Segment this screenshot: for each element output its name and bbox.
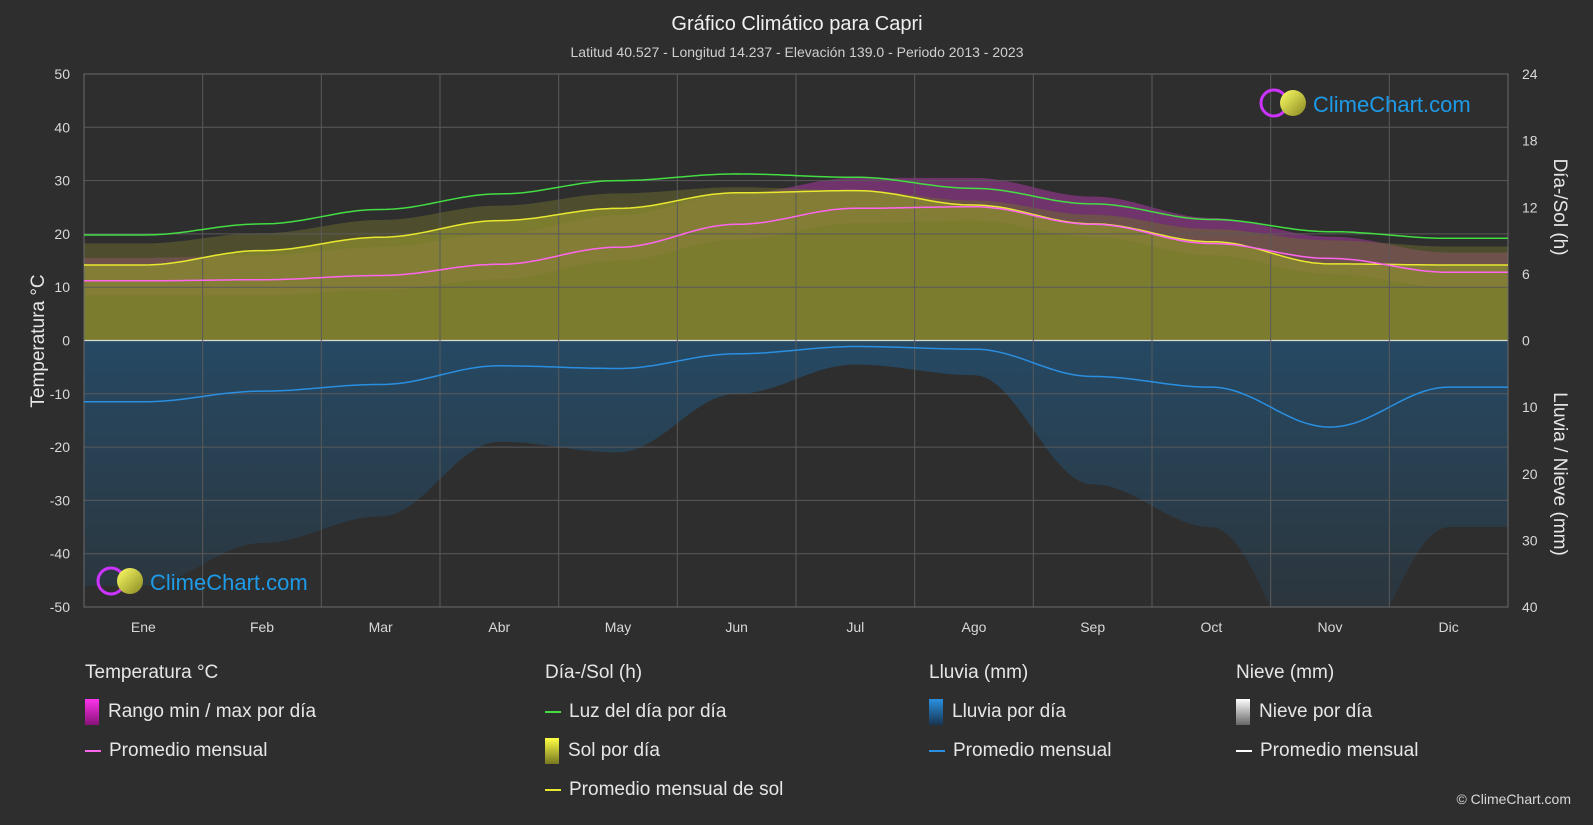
y-left-tick-label: 50 <box>54 66 70 82</box>
y-right-bottom-axis-label: Lluvia / Nieve (mm) <box>1549 392 1570 556</box>
legend-sun-title: Día-/Sol (h) <box>545 662 643 683</box>
daylight-line <box>84 173 1508 240</box>
legend-label: Promedio mensual <box>109 740 268 761</box>
snow-swatch <box>1236 699 1250 725</box>
y-right-bottom-tick-label: 30 <box>1522 532 1538 548</box>
legend-item-temp-range: Rango min / max por día <box>85 699 317 725</box>
daylight-swatch <box>545 711 561 713</box>
rain-swatch <box>929 699 943 725</box>
chart-subtitle: Latitud 40.527 - Longitud 14.237 - Eleva… <box>571 44 1024 60</box>
x-tick-label: Ago <box>962 619 987 635</box>
logo-text-bottom: ClimeChart.com <box>150 570 308 595</box>
y-right-top-tick-label: 12 <box>1522 199 1538 215</box>
legend-label: Rango min / max por día <box>108 701 317 722</box>
logo-sun-icon <box>1280 90 1306 116</box>
y-right-top-tick-label: 6 <box>1522 266 1530 282</box>
legend-item-daylight: Luz del día por día <box>545 701 783 722</box>
sun-avg-line <box>84 189 1508 266</box>
legend-label: Sol por día <box>568 740 660 761</box>
y-left-tick-label: 20 <box>54 226 70 242</box>
logo-bottom: ClimeChart.com <box>96 566 308 596</box>
rain-avg-line <box>84 345 1508 428</box>
y-right-top-tick-label: 18 <box>1522 133 1538 149</box>
temp-avg-line <box>84 205 1508 282</box>
y-right-bottom-tick-label: 40 <box>1522 599 1538 615</box>
legend-rain-title: Lluvia (mm) <box>929 662 1029 683</box>
legend-item-temp-avg: Promedio mensual <box>85 740 316 761</box>
y-left-tick-label: -20 <box>50 439 70 455</box>
legend-item-snow-daily: Nieve por día <box>1236 699 1418 725</box>
x-tick-label: Jun <box>725 619 748 635</box>
y-right-bottom-tick-label: 10 <box>1522 399 1538 415</box>
y-left-tick-label: -40 <box>50 546 70 562</box>
y-left-tick-label: -50 <box>50 599 70 615</box>
legend-label: Nieve por día <box>1259 701 1373 722</box>
x-tick-label: Dic <box>1439 619 1459 635</box>
y-right-top-axis-label: Día-/Sol (h) <box>1549 158 1570 255</box>
y-left-tick-label: 40 <box>54 119 70 135</box>
legend-label: Lluvia por día <box>952 701 1067 722</box>
temp-range-swatch <box>85 699 99 725</box>
temp-avg-swatch <box>85 750 101 752</box>
rain-avg-swatch <box>929 750 945 752</box>
x-tick-label: May <box>605 619 631 635</box>
legend-label: Promedio mensual <box>1260 740 1419 761</box>
legend-item-sun-avg: Promedio mensual de sol <box>545 779 784 800</box>
x-tick-label: Abr <box>488 619 510 635</box>
legend-label: Luz del día por día <box>569 701 727 722</box>
sun-avg-swatch <box>545 789 561 791</box>
legend-label: Promedio mensual de sol <box>569 779 784 800</box>
x-tick-label: Ene <box>131 619 156 635</box>
x-tick-label: Feb <box>250 619 274 635</box>
x-tick-label: Nov <box>1318 619 1343 635</box>
snow-avg-swatch <box>1236 750 1252 752</box>
legend-item-sunshine: Sol por día <box>545 738 783 764</box>
y-left-tick-label: 30 <box>54 173 70 189</box>
y-left-tick-label: -10 <box>50 386 70 402</box>
x-tick-label: Mar <box>369 619 393 635</box>
x-tick-label: Sep <box>1080 619 1105 635</box>
legend-label: Promedio mensual <box>953 740 1112 761</box>
legend-sun: Día-/Sol (h) Luz del día por día Sol por… <box>545 662 783 819</box>
y-right-top-tick-label: 24 <box>1522 66 1538 82</box>
legend-item-rain-avg: Promedio mensual <box>929 740 1112 761</box>
y-left-tick-label: 10 <box>54 279 70 295</box>
y-right-bottom-tick-label: 20 <box>1522 466 1538 482</box>
logo-top: ClimeChart.com <box>1259 88 1471 118</box>
legend-item-rain-daily: Lluvia por día <box>929 699 1111 725</box>
y-left-tick-label: -30 <box>50 492 70 508</box>
y-left-tick-label: 0 <box>62 333 70 349</box>
grid-lines <box>83 73 1509 608</box>
logo-sun-icon <box>117 568 143 594</box>
chart-title: Gráfico Climático para Capri <box>671 13 922 35</box>
legend-item-snow-avg: Promedio mensual <box>1236 740 1419 761</box>
legend-snow: Nieve (mm) Nieve por día Promedio mensua… <box>1236 662 1418 780</box>
legend-snow-title: Nieve (mm) <box>1236 662 1335 683</box>
legend-temperature-title: Temperatura °C <box>85 662 219 683</box>
plot-border <box>83 73 1509 608</box>
y-left-axis-label: Temperatura °C <box>28 274 49 407</box>
x-tick-label: Jul <box>846 619 864 635</box>
copyright: © ClimeChart.com <box>1456 791 1571 807</box>
legend-temperature: Temperatura °C Rango min / max por día P… <box>85 662 316 780</box>
x-tick-label: Oct <box>1200 619 1222 635</box>
legend-rain: Lluvia (mm) Lluvia por día Promedio mens… <box>929 662 1111 780</box>
y-right-top-tick-label: 0 <box>1522 333 1530 349</box>
logo-text-top: ClimeChart.com <box>1313 92 1471 117</box>
sunshine-swatch <box>545 738 559 764</box>
